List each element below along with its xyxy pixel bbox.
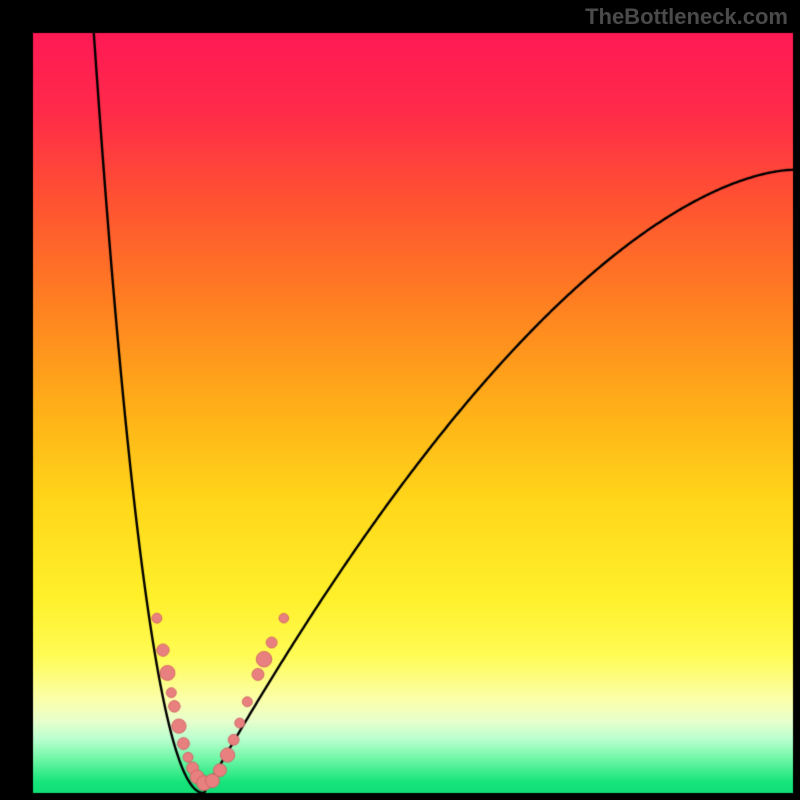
chart-root: TheBottleneck.com [0,0,800,800]
watermark-text: TheBottleneck.com [585,4,788,30]
bottleneck-curve-plot [0,0,800,800]
